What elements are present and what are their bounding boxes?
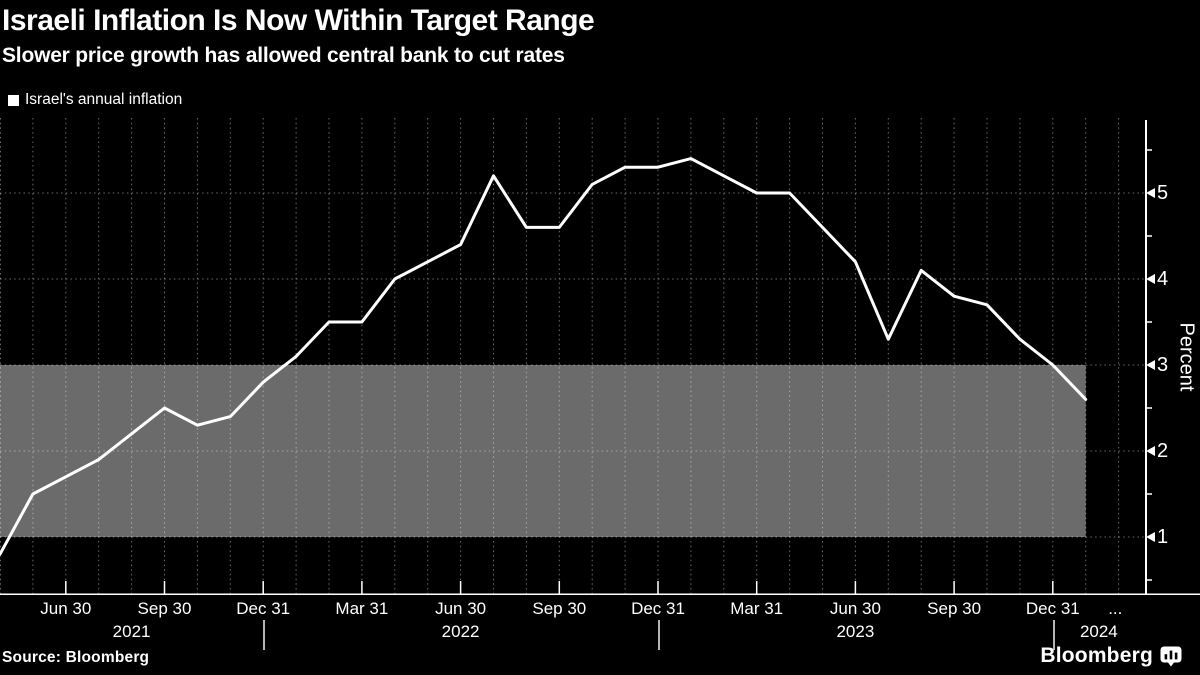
year-label: 2021	[112, 622, 151, 641]
x-tick-label: Dec 31	[631, 599, 685, 618]
target-band	[0, 365, 1086, 537]
y-tick-label: 3	[1157, 354, 1169, 376]
plot-area	[0, 118, 1200, 595]
year-label: 2024	[1079, 622, 1118, 641]
x-tick-label: Mar 31	[730, 599, 784, 618]
y-tick-arrow	[1146, 274, 1155, 284]
x-tick-label: Sep 30	[532, 599, 587, 618]
x-tick-label: Sep 30	[137, 599, 192, 618]
source-credit: Source: Bloomberg	[2, 649, 150, 666]
year-divider	[263, 620, 266, 650]
year-divider	[658, 620, 660, 650]
y-tick-label: 5	[1157, 182, 1169, 204]
x-tick-label: Jun 30	[435, 599, 487, 618]
x-tick-label: Jun 30	[40, 599, 92, 618]
x-tick-label: ...	[1108, 599, 1123, 618]
y-tick-label: 2	[1157, 440, 1169, 462]
y-tick-arrow	[1146, 446, 1155, 456]
year-divider	[1052, 620, 1055, 650]
y-tick-label: 1	[1157, 526, 1169, 548]
inflation-line	[0, 157, 1088, 556]
x-tick-label: Dec 31	[236, 599, 291, 618]
legend-square-marker	[8, 94, 19, 106]
bloomberg-logo: Bloomberg	[1040, 644, 1182, 668]
year-label: 2022	[441, 622, 480, 641]
x-tick-label: Sep 30	[927, 599, 982, 618]
bloomberg-wordmark: Bloomberg	[1040, 644, 1153, 667]
y-tick-arrow	[1146, 360, 1155, 370]
chart-subtitle: Slower price growth has allowed central …	[2, 44, 565, 67]
legend-label: Israel's annual inflation	[25, 91, 183, 108]
x-tick-label: Dec 31	[1025, 599, 1080, 618]
legend: Israel's annual inflation	[8, 91, 182, 109]
y-axis-title: Percent	[1175, 322, 1198, 392]
bloomberg-terminal-icon	[1160, 646, 1182, 666]
chart-title: Israeli Inflation Is Now Within Target R…	[2, 4, 595, 37]
x-tick-label: Jun 30	[829, 599, 881, 618]
y-tick-label: 4	[1157, 268, 1169, 290]
x-tick-label: Mar 31	[335, 599, 389, 618]
year-label: 2023	[836, 622, 875, 641]
y-tick-arrow	[1146, 188, 1155, 198]
y-tick-arrow	[1146, 532, 1155, 542]
